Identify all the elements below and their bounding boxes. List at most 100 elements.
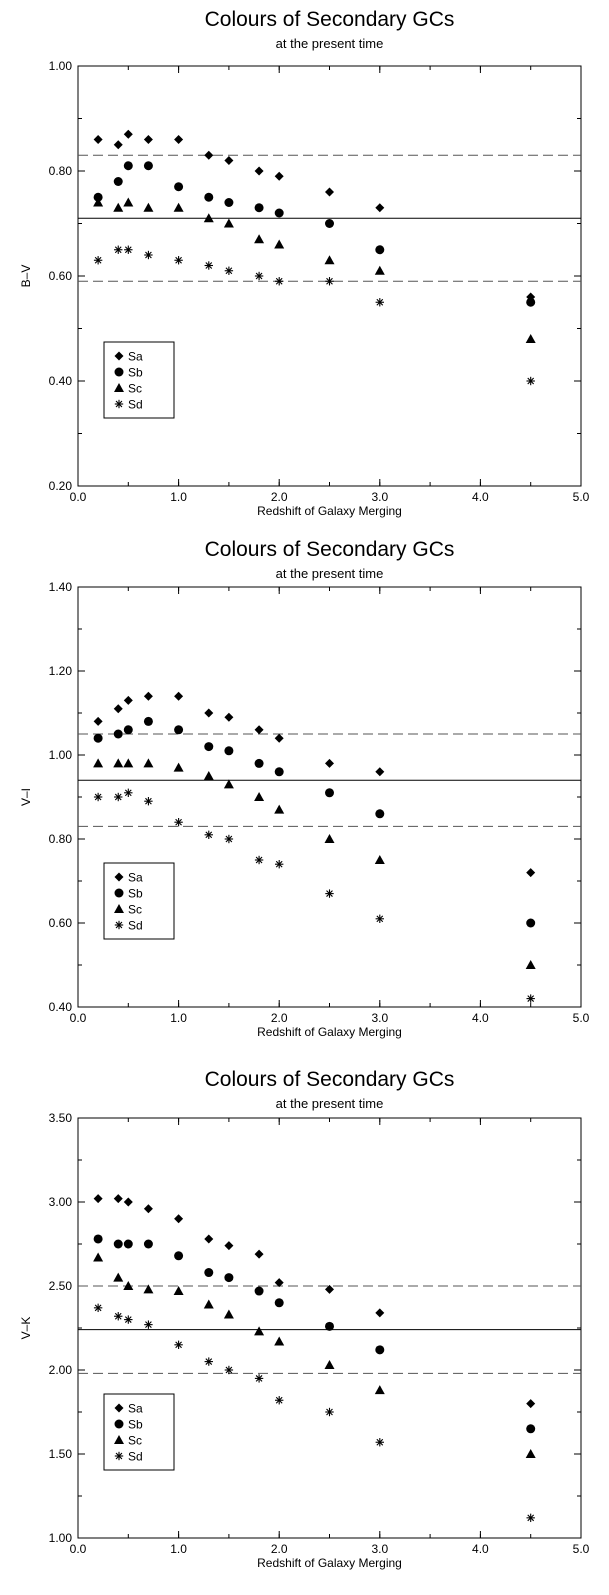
data-point-sc	[203, 771, 214, 780]
data-point-sa	[93, 716, 103, 726]
series-sa	[93, 1194, 536, 1409]
y-tick-label: 1.50	[49, 1447, 73, 1461]
legend-item-sc: Sc	[114, 382, 142, 396]
data-point-sb	[204, 742, 214, 752]
data-point-sb	[174, 1251, 184, 1261]
data-point-sc	[223, 1309, 234, 1319]
data-point-sa	[204, 1234, 214, 1244]
series-sb	[93, 161, 536, 307]
data-point-sb	[123, 1239, 133, 1249]
legend-item-sb: Sb	[114, 366, 143, 380]
data-point-sd	[275, 1396, 284, 1405]
x-tick-label: 0.0	[70, 1011, 87, 1025]
y-tick-label: 2.00	[49, 1363, 73, 1377]
data-point-sd	[224, 1365, 234, 1375]
x-tick-label: 3.0	[371, 1542, 388, 1556]
data-point-sb	[174, 182, 184, 192]
data-point-sc	[93, 758, 104, 768]
data-point-sa	[224, 156, 234, 165]
y-axis-label: V–I	[19, 788, 33, 806]
data-point-sb	[204, 1268, 214, 1278]
data-point-sa	[325, 758, 334, 768]
data-point-sc	[143, 758, 154, 768]
data-point-sb	[143, 1239, 153, 1249]
data-point-sc	[143, 1284, 154, 1294]
y-tick-label: 0.40	[49, 1000, 73, 1014]
legend-label: Sb	[128, 366, 143, 380]
data-point-sd	[375, 914, 384, 923]
y-axis-label: V–K	[19, 1317, 33, 1340]
data-point-sc	[525, 1449, 536, 1458]
data-point-sc	[254, 792, 265, 801]
data-point-sd	[224, 266, 234, 275]
data-point-sc	[274, 1336, 285, 1346]
data-point-sb	[526, 1424, 536, 1434]
data-point-sd	[144, 250, 153, 260]
data-point-sc	[324, 1359, 335, 1369]
data-point-sd	[144, 1320, 153, 1329]
data-point-sa	[174, 135, 184, 144]
data-point-sd	[325, 889, 334, 898]
data-point-sd	[144, 797, 153, 806]
data-point-sd	[204, 261, 213, 270]
data-point-sa	[113, 1194, 123, 1204]
x-tick-label: 1.0	[170, 1011, 187, 1025]
data-point-sd	[114, 792, 123, 802]
data-point-sd	[526, 376, 535, 386]
data-point-sd	[325, 1407, 334, 1417]
data-point-sb	[325, 1321, 334, 1331]
data-point-sc	[123, 1281, 134, 1290]
legend-box	[103, 1393, 175, 1471]
data-point-sb	[123, 161, 133, 171]
series-sc	[93, 1252, 536, 1458]
data-point-sa	[174, 691, 184, 701]
data-point-sb	[375, 245, 385, 255]
legend-label: Sc	[128, 1434, 142, 1448]
data-point-sb	[274, 767, 284, 777]
data-point-sb	[93, 192, 103, 202]
data-point-sd	[124, 1315, 133, 1324]
data-point-sa	[254, 1249, 264, 1259]
data-point-sa	[143, 1204, 153, 1214]
data-point-sd	[375, 1438, 384, 1447]
data-point-sc	[123, 758, 134, 768]
chart-panel-1: Colours of Secondary GCs at the present t…	[19, 8, 590, 518]
legend-marker-sc	[114, 383, 124, 392]
y-tick-label: 1.00	[49, 1531, 73, 1545]
y-tick-label: 0.40	[49, 374, 73, 388]
data-point-sd	[526, 994, 535, 1003]
data-point-sd	[93, 792, 103, 802]
data-point-sd	[275, 860, 284, 869]
chart-subtitle: at the present time	[276, 36, 384, 51]
data-point-sb	[174, 725, 184, 735]
chart-title: Colours of Secondary GCs	[205, 1068, 455, 1091]
data-point-sd	[93, 1303, 103, 1313]
legend-item-sc: Sc	[114, 1434, 142, 1448]
data-point-sb	[224, 198, 234, 207]
data-point-sc	[113, 202, 124, 212]
data-point-sc	[223, 779, 234, 789]
chart-title: Colours of Secondary GCs	[205, 538, 455, 561]
series-sd	[93, 788, 535, 1003]
data-point-sc	[113, 1272, 124, 1282]
data-point-sc	[203, 1299, 214, 1309]
data-point-sc	[223, 218, 234, 228]
y-tick-label: 0.20	[49, 479, 73, 493]
data-point-sd	[254, 1374, 264, 1383]
legend-label: Sd	[128, 919, 143, 933]
legend-item-sa: Sa	[114, 871, 143, 885]
data-point-sa	[325, 1284, 334, 1294]
legend-label: Sb	[128, 1418, 143, 1432]
legend-label: Sd	[128, 398, 143, 412]
x-tick-label: 4.0	[472, 490, 489, 504]
data-point-sd	[204, 1357, 213, 1366]
data-point-sd	[325, 277, 334, 286]
data-point-sc	[525, 334, 536, 343]
legend-marker-sb	[114, 367, 124, 377]
data-point-sd	[93, 256, 103, 265]
data-point-sd	[224, 834, 234, 844]
data-point-sb	[93, 733, 103, 743]
data-point-sb	[123, 725, 133, 735]
plot-frame	[77, 65, 582, 487]
